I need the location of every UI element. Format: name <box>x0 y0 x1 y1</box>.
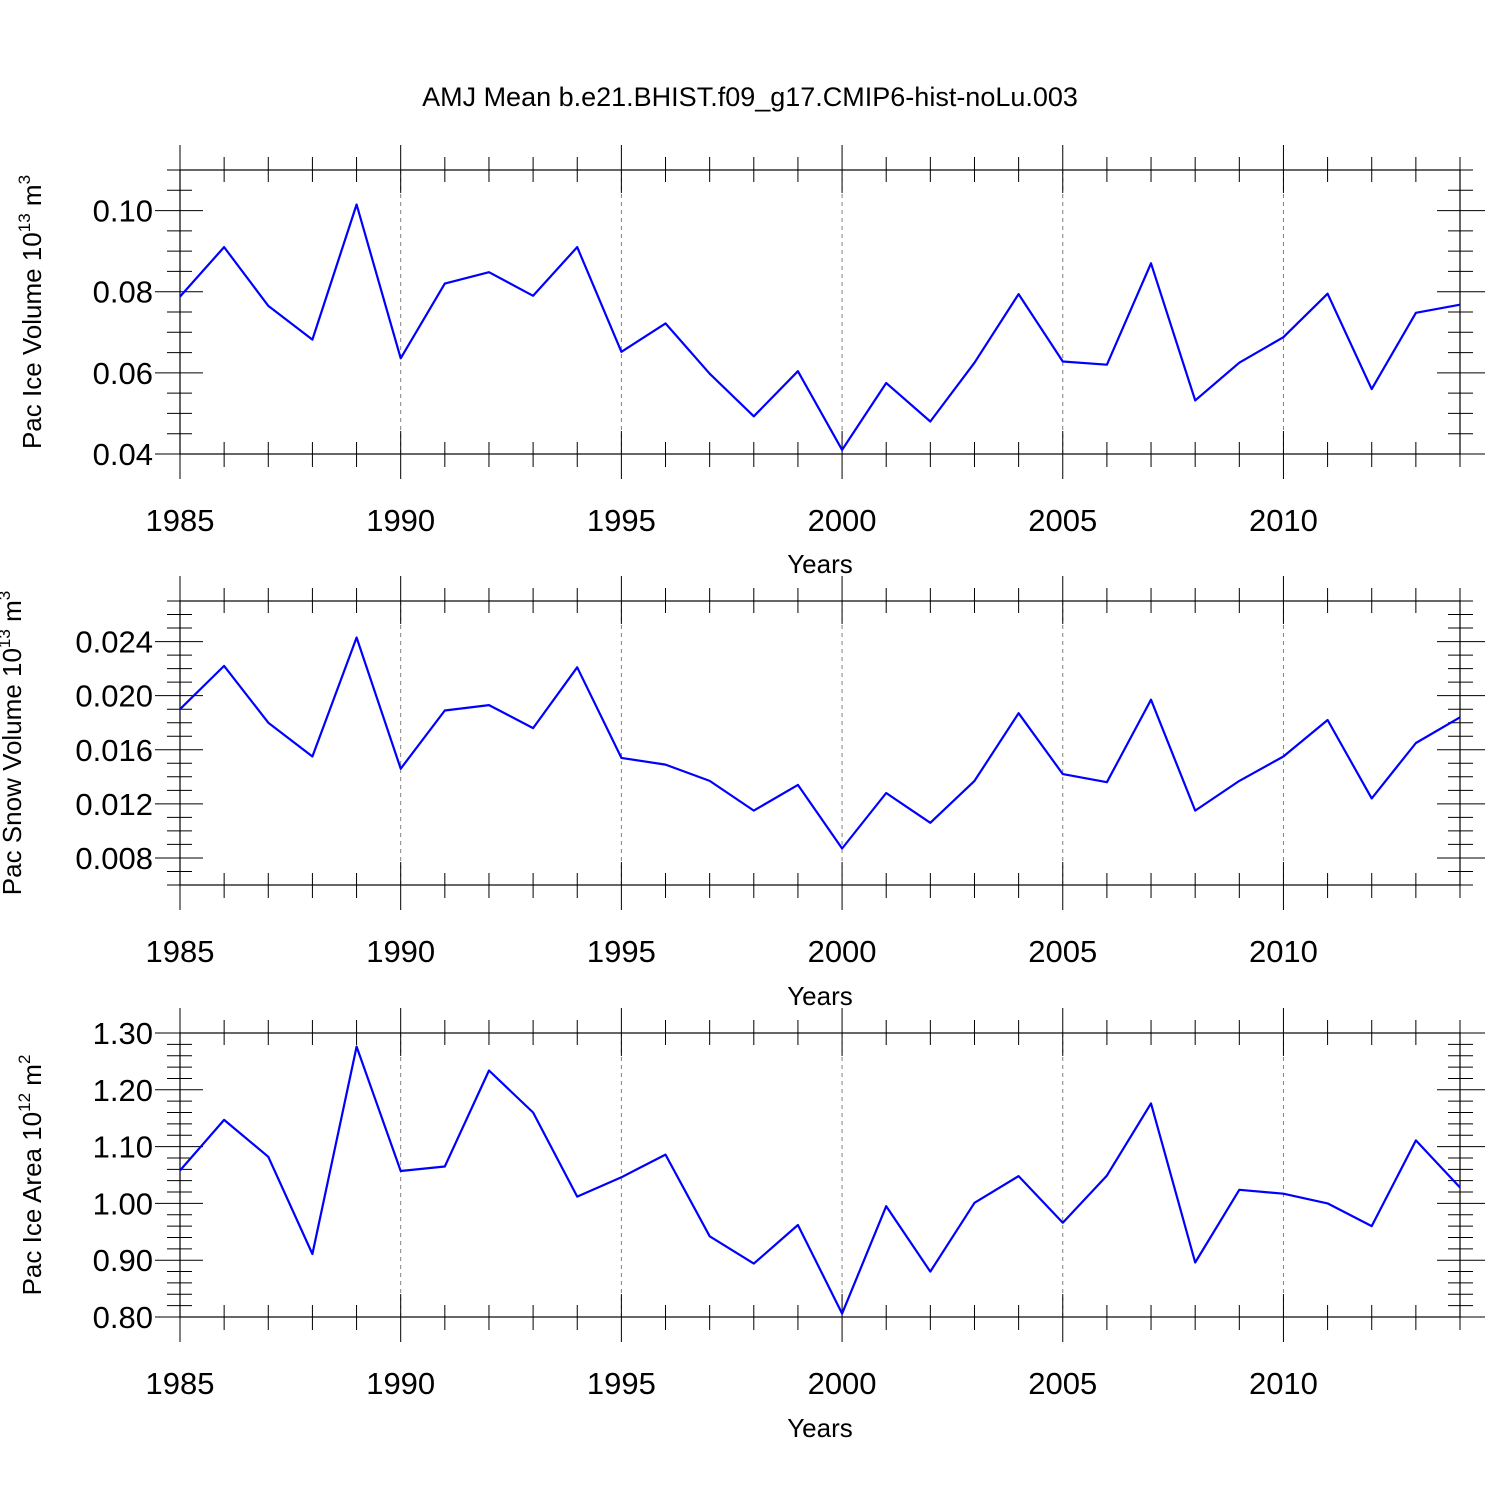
y-axis-title-exponent: 12 <box>15 1093 34 1112</box>
y-tick-label: 0.024 <box>75 625 153 660</box>
x-tick-label: 1985 <box>146 503 215 538</box>
x-tick-label: 1995 <box>587 503 656 538</box>
x-tick-label: 2010 <box>1249 934 1318 969</box>
y-axis-title-unit: m <box>17 184 47 213</box>
x-tick-label: 1995 <box>587 1366 656 1401</box>
x-axis-title: Years <box>787 981 853 1011</box>
page-title: AMJ Mean b.e21.BHIST.f09_g17.CMIP6-hist-… <box>422 82 1078 112</box>
y-tick-label: 0.08 <box>93 275 153 310</box>
y-axis-title-text: Pac Ice Area 10 <box>17 1112 47 1296</box>
y-tick-label: 1.30 <box>93 1016 153 1051</box>
x-tick-label: 1990 <box>366 503 435 538</box>
y-tick-label: 0.020 <box>75 679 153 714</box>
y-tick-label: 0.10 <box>93 194 153 229</box>
x-tick-label: 1985 <box>146 1366 215 1401</box>
y-tick-label: 0.04 <box>93 437 153 472</box>
y-axis-title-text: Pac Snow Volume 10 <box>0 648 27 895</box>
plot-frame <box>179 1032 1461 1318</box>
x-tick-label: 2005 <box>1028 1366 1097 1401</box>
x-axis-title: Years <box>787 549 853 579</box>
y-tick-label: 1.20 <box>93 1073 153 1108</box>
y-axis-title-exponent: 13 <box>15 213 34 232</box>
y-axis-title-unit: m <box>17 1064 47 1093</box>
y-axis-title-unit-exponent: 3 <box>0 591 14 600</box>
y-axis-title: Pac Snow Volume 1013 m3 <box>0 591 27 895</box>
y-axis-title-unit-exponent: 3 <box>15 175 34 184</box>
y-axis-title-text: Pac Ice Volume 10 <box>17 232 47 449</box>
y-axis-title-unit: m <box>0 600 27 629</box>
snow-volume-series-line <box>179 636 1461 850</box>
x-tick-label: 1990 <box>366 934 435 969</box>
y-tick-label: 0.008 <box>75 841 153 876</box>
y-tick-label: 0.012 <box>75 787 153 822</box>
y-tick-label: 1.00 <box>93 1186 153 1221</box>
x-tick-label: 1985 <box>146 934 215 969</box>
y-tick-label: 0.80 <box>93 1300 153 1335</box>
y-axis-title: Pac Ice Area 1012 m2 <box>15 1055 47 1296</box>
x-tick-label: 2000 <box>808 934 877 969</box>
ice-volume-panel: 1985 1990 1995 2000 2005 2010 0.04 0.06 0.08 0.10… <box>15 145 1485 579</box>
x-tick-label: 2000 <box>808 503 877 538</box>
ice-area-panel: 1985 1990 1995 2000 2005 2010 0.80 0.90 1.00 1.10… <box>15 1008 1485 1443</box>
x-tick-label: 2010 <box>1249 1366 1318 1401</box>
y-axis-title-unit-exponent: 2 <box>15 1055 34 1064</box>
plot-frame <box>179 600 1461 886</box>
ice-area-series-line <box>179 1045 1461 1315</box>
y-axis-title-exponent: 13 <box>0 629 14 648</box>
x-axis-title: Years <box>787 1413 853 1443</box>
x-tick-label: 2010 <box>1249 503 1318 538</box>
snow-volume-panel: 1985 1990 1995 2000 2005 2010 0.008 0.012 0.016 0… <box>0 576 1485 1011</box>
x-tick-label: 2005 <box>1028 934 1097 969</box>
x-tick-label: 2005 <box>1028 503 1097 538</box>
x-tick-label: 2000 <box>808 1366 877 1401</box>
y-tick-label: 0.06 <box>93 356 153 391</box>
y-tick-label: 1.10 <box>93 1130 153 1165</box>
x-tick-label: 1995 <box>587 934 656 969</box>
y-axis-title: Pac Ice Volume 1013 m3 <box>15 175 47 449</box>
x-tick-label: 1990 <box>366 1366 435 1401</box>
y-tick-label: 0.016 <box>75 733 153 768</box>
y-tick-label: 0.90 <box>93 1243 153 1278</box>
ice-volume-series-line <box>179 203 1461 451</box>
